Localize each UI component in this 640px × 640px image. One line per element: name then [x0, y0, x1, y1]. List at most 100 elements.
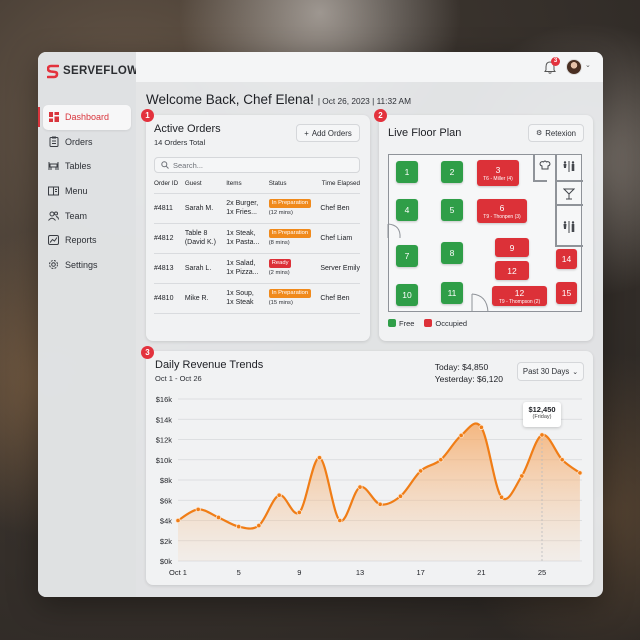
- data-point[interactable]: [478, 424, 484, 430]
- data-point[interactable]: [438, 457, 444, 463]
- status-cell: In Preparation (12 mins): [268, 193, 321, 224]
- data-point[interactable]: [559, 457, 565, 463]
- status-cell: In Preparation (15 mins): [268, 283, 321, 314]
- sidebar-item-settings[interactable]: Settings: [38, 253, 136, 278]
- wall: [555, 180, 583, 182]
- retexion-button[interactable]: ⚙ Retexion: [528, 124, 584, 142]
- data-point[interactable]: [498, 494, 505, 500]
- floor-table-7[interactable]: 7: [396, 245, 418, 267]
- legend-occupied-label: Occupied: [435, 319, 468, 328]
- x-tick-label: 9: [297, 568, 301, 577]
- chevron-down-icon[interactable]: ⌄: [585, 62, 591, 69]
- floor-table-3[interactable]: 3 T6 - Miller (4): [477, 160, 519, 186]
- data-point[interactable]: [276, 492, 282, 498]
- floor-table-1[interactable]: 1: [396, 161, 418, 183]
- floor-table-15[interactable]: 15: [556, 282, 577, 304]
- data-point[interactable]: [236, 523, 242, 530]
- table-number: 9: [509, 242, 515, 253]
- data-point[interactable]: [377, 501, 383, 507]
- items: 1x Salad, 1x Pizza...: [226, 253, 269, 284]
- clipboard-icon: [48, 136, 59, 148]
- floor-table-8[interactable]: 8: [441, 242, 463, 264]
- data-point[interactable]: [397, 493, 404, 499]
- data-point[interactable]: [256, 522, 262, 529]
- data-point[interactable]: [296, 509, 302, 515]
- sidebar-item-label: Tables: [65, 161, 92, 172]
- sidebar-item-label: Orders: [65, 136, 93, 147]
- occupied-swatch: [424, 319, 433, 327]
- floor-table-6[interactable]: 6 T9 - Thonpen (3): [477, 199, 527, 223]
- floor-table-4[interactable]: 4: [396, 199, 418, 221]
- floor-table-12[interactable]: 12 T9 - Thompson (2): [492, 286, 547, 306]
- data-point[interactable]: [195, 506, 201, 512]
- sidebar-item-reports[interactable]: Reports: [38, 228, 136, 253]
- data-point[interactable]: [316, 455, 323, 461]
- search-input[interactable]: Search...: [154, 157, 360, 173]
- data-point[interactable]: [519, 473, 525, 479]
- data-point[interactable]: [357, 484, 363, 490]
- table-reservation: T6 - Miller (4): [483, 175, 513, 182]
- data-point[interactable]: [337, 517, 343, 524]
- y-tick-label: $4k: [160, 517, 172, 526]
- restroom-icon: [562, 221, 576, 236]
- chef-hat-icon: [539, 160, 551, 174]
- table-number: 7: [404, 251, 410, 261]
- floor-table-2[interactable]: 2: [441, 161, 463, 183]
- data-point[interactable]: [458, 432, 464, 439]
- section-marker-3: 3: [141, 346, 154, 359]
- chart-tooltip: $12,450 (Friday): [523, 401, 561, 427]
- sidebar-item-tables[interactable]: Tables: [38, 154, 136, 179]
- assigned-staff: Server Emily: [320, 253, 360, 284]
- floor-table-11[interactable]: 11: [441, 282, 463, 304]
- data-point[interactable]: [577, 470, 583, 476]
- table-row[interactable]: #4811 Sarah M. 2x Burger, 1x Fries... In Pr…: [154, 193, 360, 224]
- wall: [555, 204, 583, 206]
- sidebar-item-team[interactable]: Team: [38, 203, 136, 228]
- data-point[interactable]: [175, 517, 181, 524]
- y-tick-label: $2k: [160, 537, 172, 546]
- door-arc: [387, 223, 401, 239]
- y-tick-label: $6k: [160, 496, 172, 505]
- table-number: 14: [561, 254, 572, 264]
- sidebar-item-menu[interactable]: Menu: [38, 179, 136, 204]
- floor-table-5[interactable]: 5: [441, 199, 463, 221]
- table-number: 10: [402, 290, 412, 300]
- data-point[interactable]: [539, 432, 545, 438]
- data-point[interactable]: [215, 514, 222, 521]
- sidebar: SERVEFLOW Dashboard Orders Tables Menu Team R…: [38, 52, 138, 597]
- sidebar-item-label: Team: [65, 210, 88, 221]
- range-select[interactable]: Past 30 Days ⌄: [517, 362, 584, 381]
- floor-table-12[interactable]: 12: [495, 261, 529, 280]
- status-badge: In Preparation: [268, 289, 312, 298]
- status-badge: In Preparation: [268, 229, 312, 238]
- y-tick-label: $10k: [156, 456, 173, 465]
- order-id: #4813: [154, 253, 185, 284]
- revenue-card: Daily Revenue Trends Oct 1 - Oct 26 Toda…: [146, 351, 593, 585]
- plus-icon: +: [304, 128, 309, 138]
- table-row[interactable]: #4810 Mike R. 1x Soup, 1x Steak In Preparat…: [154, 283, 360, 314]
- floor-table-14[interactable]: 14: [556, 249, 577, 269]
- floor-legend: Free Occupied: [388, 319, 467, 328]
- y-tick-label: $12k: [156, 436, 173, 445]
- table-row[interactable]: #4812 Table 8 (David K.) 1x Steak, 1x Past…: [154, 223, 360, 254]
- guest: Sarah M.: [184, 193, 227, 224]
- user-avatar[interactable]: [566, 59, 582, 75]
- sidebar-item-dashboard[interactable]: Dashboard: [38, 105, 131, 130]
- x-tick-label: 5: [237, 568, 241, 577]
- table-row[interactable]: #4813 Sarah L. 1x Salad, 1x Pizza... Ready (…: [154, 253, 360, 284]
- active-orders-card: Active Orders 14 Orders Total + Add Orde…: [146, 115, 370, 341]
- brand: SERVEFLOW: [47, 61, 138, 81]
- sidebar-item-label: Menu: [65, 186, 88, 197]
- status-cell: Ready (2 mins): [268, 253, 321, 284]
- status-badge: Ready: [268, 259, 292, 268]
- floor-table-9[interactable]: 9: [495, 238, 529, 257]
- sidebar-item-label: Settings: [65, 259, 98, 270]
- data-point[interactable]: [418, 468, 424, 474]
- sidebar-item-orders[interactable]: Orders: [38, 130, 136, 155]
- floor-table-10[interactable]: 10: [396, 284, 418, 306]
- dashboard-icon: [48, 112, 59, 123]
- topbar: 3 ⌄: [136, 52, 603, 82]
- add-orders-button[interactable]: + Add Orders: [296, 124, 360, 142]
- page-title: Welcome Back, Chef Elena!: [146, 92, 314, 107]
- gear-icon: ⚙: [535, 130, 543, 137]
